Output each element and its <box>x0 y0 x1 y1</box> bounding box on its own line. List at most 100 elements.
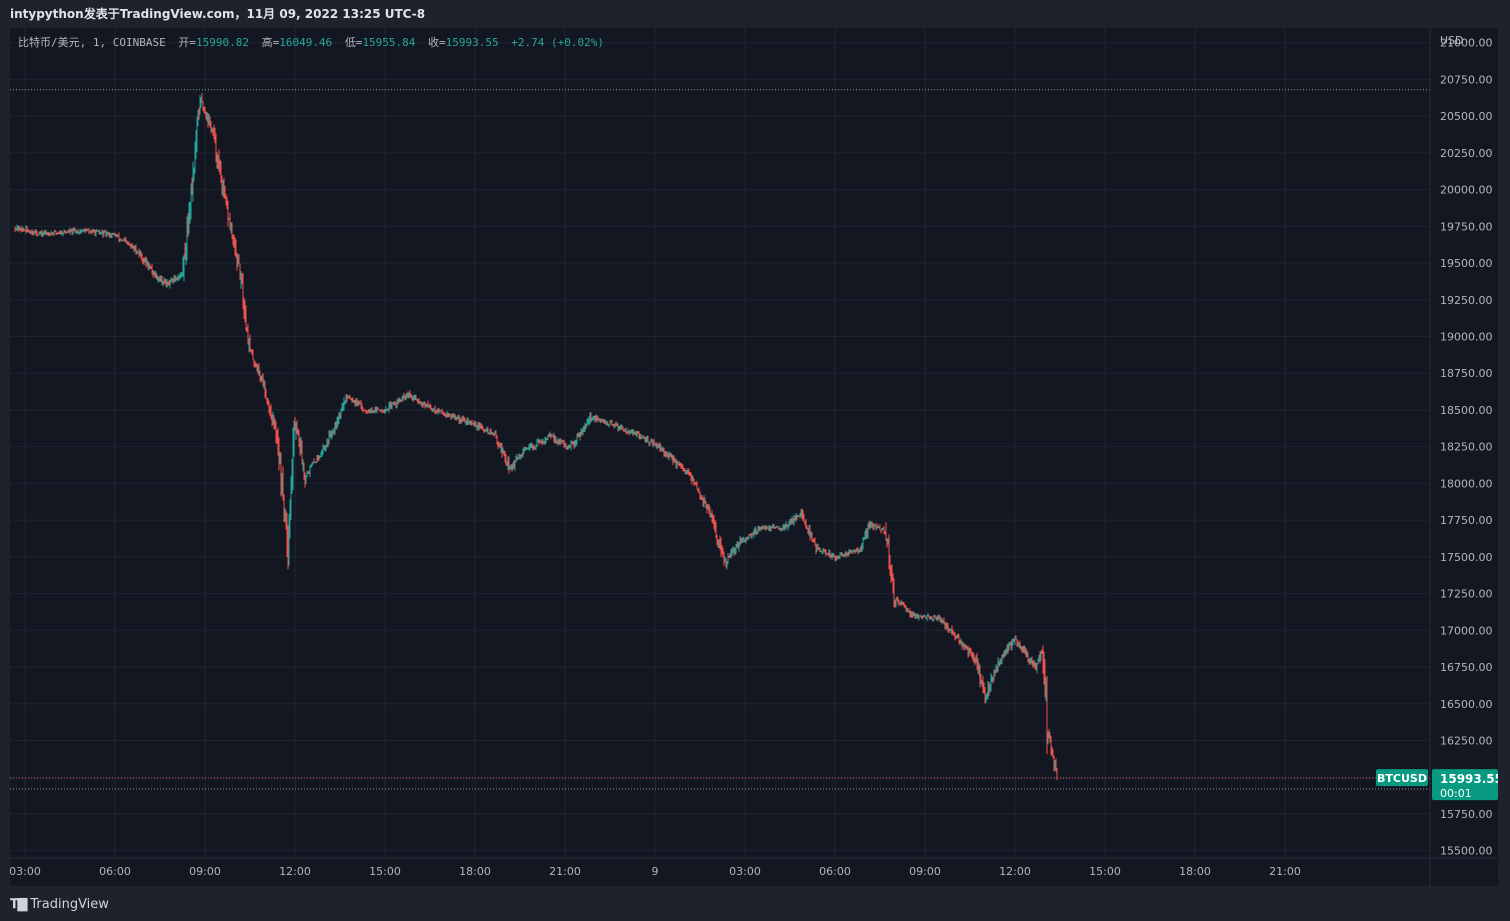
candle-body <box>14 227 16 231</box>
candle-body <box>454 415 456 419</box>
candle-body <box>728 556 730 558</box>
candle-body <box>401 399 403 401</box>
candle-body <box>281 475 283 486</box>
candle-body <box>492 432 494 434</box>
candle-body <box>662 449 664 452</box>
candle-body <box>451 413 453 417</box>
candle-body <box>534 446 536 448</box>
candle-body <box>397 400 399 402</box>
candle-body <box>372 411 374 413</box>
candle-body <box>981 680 983 685</box>
candle-body <box>306 473 308 477</box>
low-value: 15955.84 <box>362 36 416 49</box>
candle-body <box>722 553 724 555</box>
candle-body <box>180 273 182 276</box>
candle-body <box>929 616 931 618</box>
candle-body <box>422 402 424 406</box>
candle-body <box>553 435 555 442</box>
candle-body <box>576 435 578 442</box>
candle-body <box>532 447 534 449</box>
candle-body <box>549 434 551 437</box>
candle-body <box>182 270 184 274</box>
candle-body <box>597 417 599 420</box>
candle-body <box>802 514 804 517</box>
candle-body <box>630 431 632 433</box>
candle-body <box>633 432 635 434</box>
candle-body <box>362 408 364 410</box>
candle-body <box>963 643 965 649</box>
candle-body <box>932 619 934 621</box>
candle-body <box>825 551 827 554</box>
time-axis: 03:00 06:00 09:00 12:00 15:00 18:00 21:00 9 03:0… <box>10 857 1498 878</box>
candle-body <box>191 186 193 189</box>
candle-body <box>602 419 604 421</box>
candle-body <box>542 441 544 444</box>
high-value: 16049.46 <box>279 36 333 49</box>
candle-body <box>706 507 708 510</box>
candle-body <box>729 557 731 559</box>
candle-body <box>968 650 970 655</box>
candle-body <box>243 302 245 310</box>
candle-body <box>384 411 386 413</box>
candle-body <box>618 428 620 430</box>
candle-body <box>407 393 409 397</box>
candle-body <box>660 447 662 451</box>
candle-body <box>909 611 911 615</box>
candle-body <box>1018 643 1020 645</box>
candle-body <box>928 615 930 618</box>
candle-body <box>536 442 538 447</box>
candle-body <box>973 657 975 660</box>
candle-body <box>215 139 217 155</box>
candle-body <box>256 365 258 371</box>
candle-body <box>887 543 889 545</box>
candle-body <box>731 551 733 553</box>
footer[interactable]: 𝐓▇ TradingView <box>10 894 109 914</box>
candle-body <box>864 534 866 539</box>
ticker-badge: BTCUSD <box>1376 769 1428 787</box>
candle-body <box>792 518 794 523</box>
candle-body <box>1002 655 1004 658</box>
candle-body <box>606 422 608 424</box>
candle-body <box>787 526 789 528</box>
candle-body <box>375 408 377 412</box>
candle-body <box>723 554 725 561</box>
candle-body <box>311 464 313 467</box>
time-tick-label: 03:00 <box>10 865 41 878</box>
candle-body <box>399 398 401 400</box>
candle-body <box>752 534 754 536</box>
price-badge: 15993.5500:01 <box>1432 769 1498 801</box>
candle-body <box>262 378 264 387</box>
candle-body <box>645 439 647 441</box>
candle-body <box>859 548 861 551</box>
candle-body <box>733 549 735 553</box>
candle-body <box>517 457 519 459</box>
candle-body <box>432 409 434 411</box>
candle-body <box>444 414 446 416</box>
candle-body <box>209 118 211 124</box>
candle-body <box>809 528 811 537</box>
candlestick-chart[interactable]: 15500.0015750.0016000.0016250.0016500.00… <box>10 28 1498 886</box>
candle-body <box>934 616 936 618</box>
candle-body <box>168 282 170 286</box>
candle-body <box>901 602 903 604</box>
candle-body <box>48 233 50 235</box>
candle-body <box>100 232 102 234</box>
candle-body <box>249 338 251 351</box>
candle-body <box>272 418 274 423</box>
candle-body <box>186 220 188 249</box>
candle-body <box>150 266 152 268</box>
candle-body <box>170 280 172 282</box>
candle-body <box>637 432 639 434</box>
candle-body <box>340 408 342 416</box>
candle-body <box>580 430 582 437</box>
candle-body <box>516 457 518 460</box>
candle-body <box>1023 648 1025 651</box>
candle-body <box>373 411 375 413</box>
candle-body <box>192 171 194 189</box>
price-tick-label: 21000.00 <box>1440 37 1493 50</box>
candle-body <box>35 230 37 234</box>
candle-body <box>866 533 868 536</box>
candle-body <box>628 430 630 434</box>
candle-body <box>780 528 782 530</box>
candle-body <box>133 248 135 250</box>
